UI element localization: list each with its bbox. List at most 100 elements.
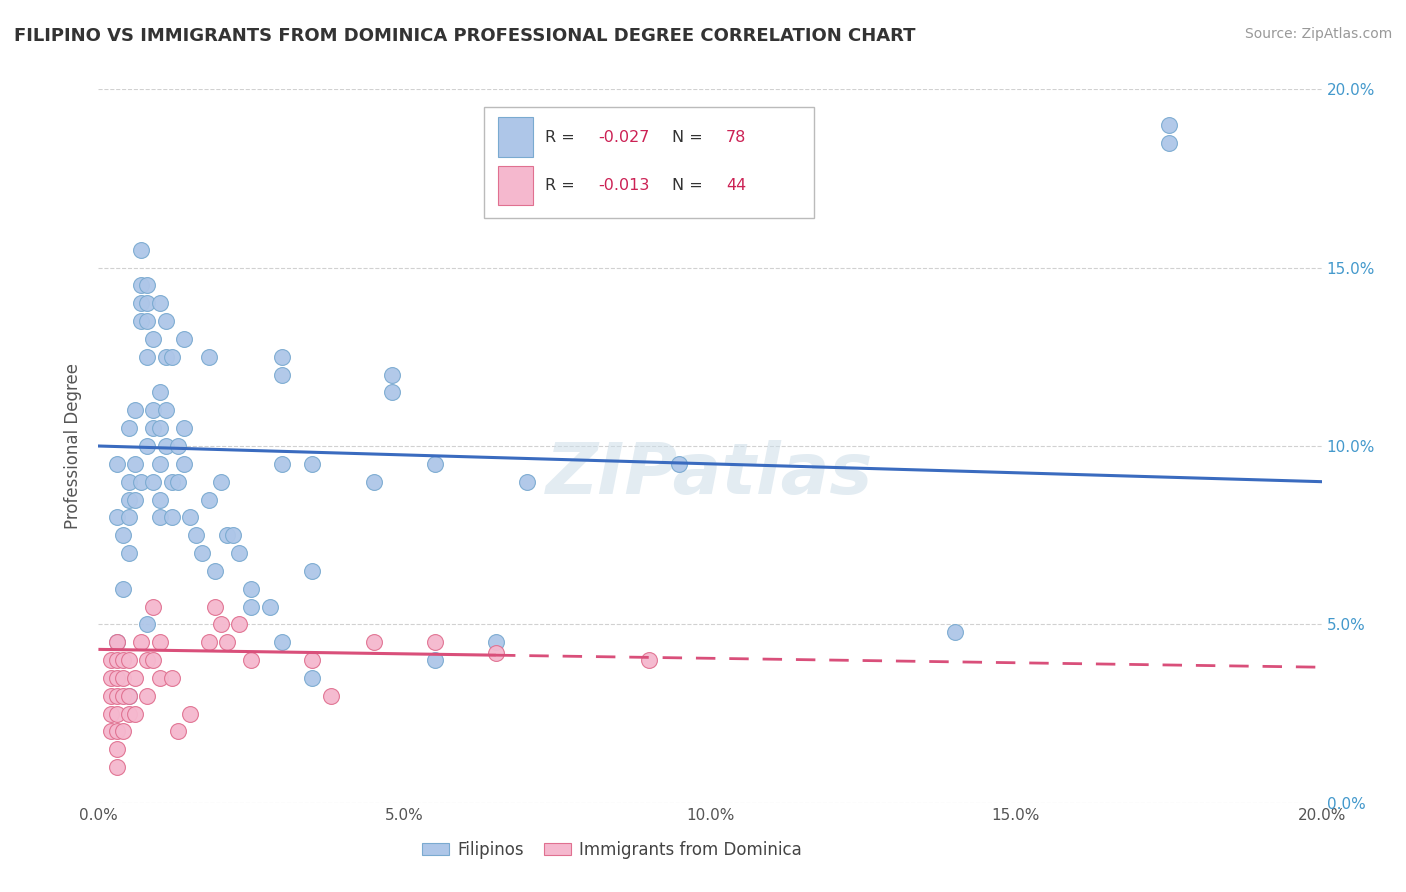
Text: FILIPINO VS IMMIGRANTS FROM DOMINICA PROFESSIONAL DEGREE CORRELATION CHART: FILIPINO VS IMMIGRANTS FROM DOMINICA PRO…: [14, 27, 915, 45]
Point: [118, 689, 141, 703]
Point: [105, 706, 128, 721]
Point: [222, 528, 245, 542]
Point: [105, 671, 128, 685]
Point: [118, 653, 141, 667]
Point: [423, 457, 446, 471]
Point: [129, 296, 152, 310]
Point: [105, 457, 128, 471]
Point: [240, 653, 263, 667]
Point: [142, 599, 165, 614]
Point: [136, 439, 159, 453]
Point: [167, 439, 190, 453]
Text: 44: 44: [725, 178, 747, 193]
Point: [105, 760, 128, 774]
Point: [173, 421, 195, 435]
Text: -0.013: -0.013: [599, 178, 650, 193]
Point: [259, 599, 281, 614]
FancyBboxPatch shape: [484, 107, 814, 218]
Point: [155, 314, 177, 328]
Point: [149, 457, 172, 471]
Text: N =: N =: [672, 129, 709, 145]
Point: [270, 635, 294, 649]
Point: [105, 724, 128, 739]
Point: [1157, 118, 1180, 132]
Point: [160, 671, 183, 685]
Point: [197, 350, 219, 364]
Point: [155, 403, 177, 417]
Point: [186, 528, 208, 542]
Point: [105, 510, 128, 524]
Point: [270, 368, 294, 382]
Point: [204, 564, 226, 578]
Point: [301, 564, 323, 578]
Point: [301, 457, 323, 471]
Point: [240, 582, 263, 596]
Point: [423, 653, 446, 667]
Point: [111, 582, 134, 596]
Point: [129, 475, 152, 489]
Point: [136, 278, 159, 293]
Point: [136, 350, 159, 364]
Point: [149, 510, 172, 524]
Bar: [498, 166, 533, 205]
Point: [100, 724, 122, 739]
Text: 78: 78: [725, 129, 747, 145]
Point: [173, 332, 195, 346]
Point: [228, 546, 250, 560]
Text: ZIPatlas: ZIPatlas: [547, 440, 873, 509]
Point: [111, 671, 134, 685]
Point: [270, 350, 294, 364]
Point: [215, 635, 238, 649]
Point: [100, 706, 122, 721]
Point: [638, 653, 661, 667]
Point: [136, 617, 159, 632]
Point: [191, 546, 214, 560]
Point: [124, 706, 146, 721]
Point: [136, 689, 159, 703]
Point: [215, 528, 238, 542]
Point: [118, 689, 141, 703]
Point: [142, 421, 165, 435]
Point: [100, 671, 122, 685]
Point: [516, 475, 538, 489]
Point: [485, 635, 508, 649]
Point: [160, 350, 183, 364]
Point: [136, 314, 159, 328]
Point: [228, 617, 250, 632]
Point: [129, 314, 152, 328]
Bar: [498, 118, 533, 157]
Point: [118, 421, 141, 435]
Point: [105, 742, 128, 756]
Point: [105, 653, 128, 667]
Text: R =: R =: [546, 178, 579, 193]
Point: [129, 635, 152, 649]
Point: [149, 296, 172, 310]
Point: [149, 635, 172, 649]
Y-axis label: Professional Degree: Professional Degree: [65, 363, 83, 529]
Point: [363, 475, 385, 489]
Point: [129, 278, 152, 293]
Point: [136, 296, 159, 310]
Point: [100, 653, 122, 667]
Point: [301, 653, 323, 667]
Point: [149, 492, 172, 507]
Point: [160, 510, 183, 524]
Point: [485, 646, 508, 660]
Point: [668, 457, 690, 471]
Point: [111, 653, 134, 667]
Point: [423, 635, 446, 649]
Point: [105, 689, 128, 703]
Point: [179, 706, 201, 721]
Point: [155, 350, 177, 364]
Point: [301, 671, 323, 685]
Point: [100, 689, 122, 703]
Point: [209, 475, 232, 489]
Point: [142, 332, 165, 346]
Point: [240, 599, 263, 614]
Point: [381, 368, 404, 382]
Point: [149, 421, 172, 435]
Point: [149, 385, 172, 400]
Text: R =: R =: [546, 129, 579, 145]
Point: [124, 492, 146, 507]
Point: [943, 624, 966, 639]
